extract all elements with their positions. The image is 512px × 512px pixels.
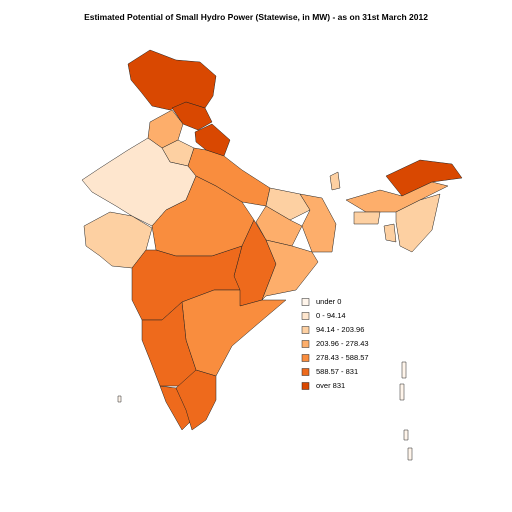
state-region bbox=[181, 289, 287, 377]
legend-swatch bbox=[301, 368, 310, 376]
legend-swatch bbox=[301, 382, 310, 390]
state-region bbox=[175, 369, 217, 431]
legend: under 0 0 - 94.14 94.14 - 203.96 203.96 - 2… bbox=[301, 297, 369, 390]
legend-label: under 0 bbox=[316, 297, 341, 306]
legend-swatch bbox=[301, 354, 310, 362]
state-region bbox=[117, 361, 413, 461]
map-title: Estimated Potential of Small Hydro Power… bbox=[84, 12, 428, 22]
state-region bbox=[383, 223, 397, 243]
state-region bbox=[395, 193, 441, 253]
legend-label: 588.57 - 831 bbox=[316, 367, 358, 376]
state-region bbox=[329, 171, 341, 191]
states bbox=[81, 49, 463, 461]
state-region bbox=[299, 193, 337, 253]
state-region bbox=[265, 187, 311, 221]
state-region bbox=[261, 239, 319, 301]
legend-label: 94.14 - 203.96 bbox=[316, 325, 364, 334]
legend-label: 278.43 - 588.57 bbox=[316, 353, 369, 362]
legend-swatch bbox=[301, 340, 310, 348]
legend-swatch bbox=[301, 298, 310, 306]
legend-swatch bbox=[301, 312, 310, 320]
state-region bbox=[353, 211, 381, 225]
legend-swatch bbox=[301, 326, 310, 334]
state-region bbox=[159, 385, 193, 431]
legend-label: 0 - 94.14 bbox=[316, 311, 346, 320]
legend-label: 203.96 - 278.43 bbox=[316, 339, 369, 348]
legend-label: over 831 bbox=[316, 381, 345, 390]
state-region bbox=[127, 49, 217, 111]
